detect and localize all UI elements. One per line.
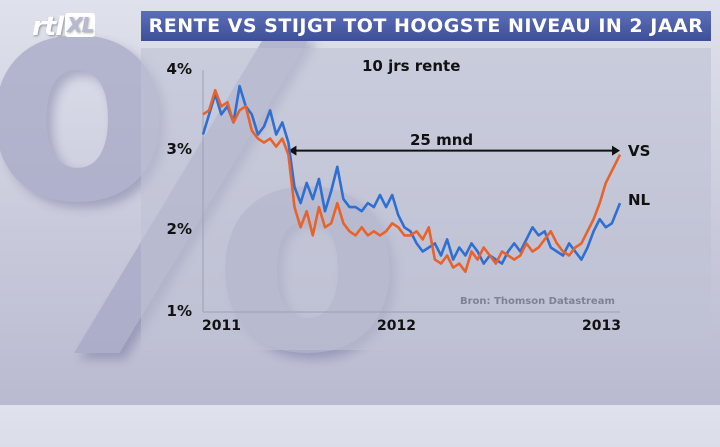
y-tick-label: 2% [166,220,192,238]
series-line-nl [201,84,622,265]
chart-panel [141,48,711,350]
series-label-nl: NL [628,191,651,209]
x-tick-label: 2013 [582,318,621,334]
y-tick-label: 3% [166,140,192,158]
annotation-arrow [288,145,620,156]
x-tick-label: 2011 [202,318,241,334]
annotation-arrowhead [288,145,297,156]
source-note: Bron: Thomson Datastream [460,296,615,307]
y-tick-label: 1% [166,302,192,320]
annotation-arrowhead [612,145,620,156]
x-tick-label: 2012 [377,318,416,334]
duration-annotation: 25 mnd [410,131,474,149]
y-tick-label: 4% [166,60,192,78]
channel-logo: rtl XL [32,12,96,42]
chart-axes [202,70,620,313]
series-lines [201,84,622,274]
series-label-vs: VS [628,142,651,160]
chart-title: 10 jrs rente [362,57,461,75]
logo-suffix: XL [65,13,96,37]
line-chart [201,70,622,313]
headline-banner: RENTE VS STIJGT TOT HOOGSTE NIVEAU IN 2 … [141,11,711,41]
series-line-vs [202,88,622,274]
logo-text: rtl [32,12,64,42]
